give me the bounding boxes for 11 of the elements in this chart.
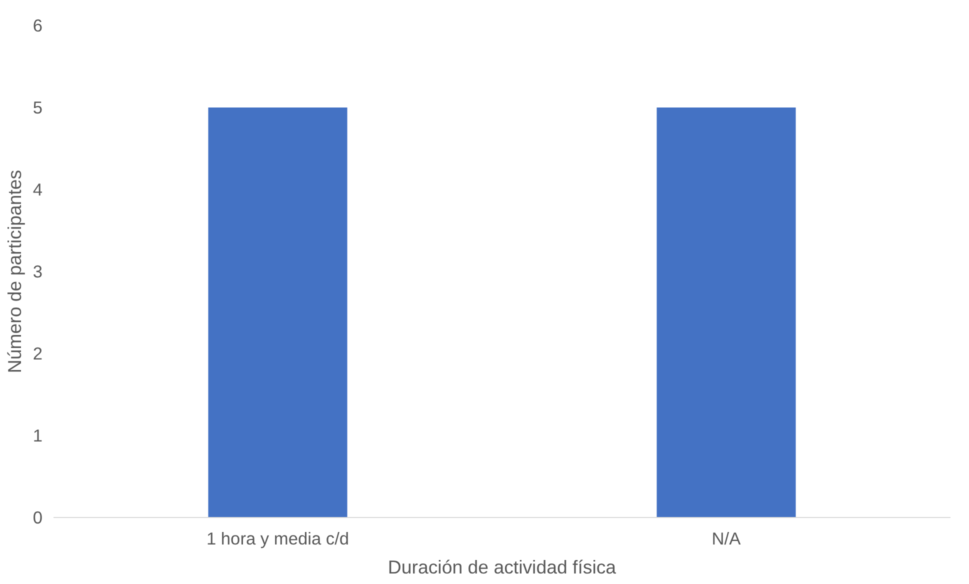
y-tick-label: 4	[32, 180, 43, 200]
x-tick-label: 1 hora y media c/d	[206, 528, 350, 548]
y-axis-title: Número de participantes	[4, 170, 25, 374]
x-axis-title: Duración de actividad física	[388, 556, 617, 578]
y-tick-label: 1	[32, 426, 43, 446]
y-tick-label: 0	[32, 508, 43, 528]
y-tick-label: 5	[32, 98, 43, 118]
y-tick-label: 3	[32, 262, 43, 282]
x-tick-label: N/A	[712, 528, 742, 548]
y-tick-label: 2	[32, 344, 43, 364]
y-tick-label: 6	[32, 16, 43, 36]
